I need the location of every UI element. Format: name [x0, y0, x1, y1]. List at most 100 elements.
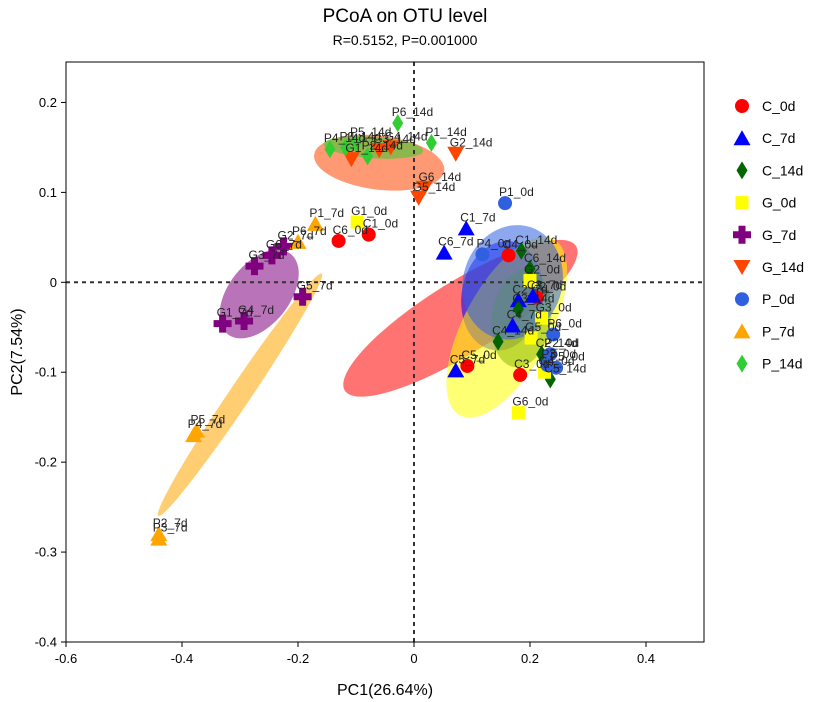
point-p4-14d	[324, 140, 336, 159]
point-label: P4_7d	[188, 417, 223, 431]
point-label: G1_14d	[345, 141, 388, 155]
point-c6-14d	[524, 259, 536, 278]
point-label: P2_7d	[153, 516, 188, 530]
point-label: C3_14d	[512, 291, 554, 305]
point-p3-14d	[340, 138, 352, 157]
point-label: P4_0d	[476, 236, 511, 250]
point-label: G5_7d	[297, 279, 333, 293]
point-c1-14d	[515, 241, 527, 260]
point-g4-14d	[382, 140, 400, 156]
x-tick-label: 0	[410, 651, 417, 666]
point-label: P5_14d	[350, 125, 391, 139]
point-c1-7d	[457, 220, 475, 236]
legend-marker-p-14d	[736, 354, 748, 373]
point-label: C5_14d	[544, 361, 586, 375]
point-c4-7d	[504, 317, 522, 333]
point-label: G6_14d	[418, 170, 461, 184]
point-g5-14d	[410, 190, 428, 206]
point-c6-7d	[435, 244, 453, 260]
point-g5-7d	[293, 287, 312, 306]
point-p1-14d	[425, 133, 437, 152]
point-label: G1_0d	[351, 204, 387, 218]
x-tick-label: 0.4	[637, 651, 655, 666]
point-c3-7d	[524, 287, 542, 303]
y-axis-label: PC2(7.54%)	[9, 308, 26, 395]
point-label: P3_14d	[340, 129, 381, 143]
point-label: G4_14d	[385, 129, 428, 143]
point-c4-0d	[501, 248, 516, 263]
point-label: G3_0d	[536, 300, 572, 314]
y-tick-label: 0.1	[39, 185, 57, 200]
legend-marker-p-0d	[735, 292, 749, 307]
legend-marker-p-7d	[733, 323, 751, 339]
legend-label: G_0d	[762, 195, 796, 211]
chart-subtitle: R=0.5152, P=0.001000	[333, 32, 478, 48]
point-label: C5_7d	[450, 352, 485, 366]
point-g1-14d	[342, 152, 360, 168]
reference-lines	[66, 62, 704, 642]
point-label: C2_14d	[536, 336, 578, 350]
point-p6-7d	[289, 233, 307, 249]
legend-label: C_14d	[762, 162, 803, 178]
point-label: C4_14d	[492, 324, 534, 338]
point-p6-0d	[546, 327, 561, 342]
ellipse-g-7d	[219, 249, 299, 339]
point-g6-0d	[511, 406, 525, 420]
point-g6-14d	[415, 180, 433, 196]
point-label: C2_0d	[531, 280, 566, 294]
ellipse-p-7d	[157, 273, 323, 517]
point-g2-7d	[274, 237, 293, 256]
x-axis-label: PC1(26.64%)	[337, 682, 433, 699]
legend-label: G_7d	[762, 227, 796, 243]
point-label: C6_0d	[333, 223, 368, 237]
point-label: P5_0d	[550, 350, 585, 364]
point-label: C4_7d	[507, 307, 542, 321]
point-p2-0d	[543, 347, 558, 362]
point-p1-7d	[306, 215, 324, 231]
point-label: P6_0d	[547, 316, 582, 330]
point-label: G1_7d	[217, 306, 253, 320]
legend-marker-g-0d	[735, 196, 749, 210]
point-label: C3_7d	[527, 278, 562, 292]
point-c3-0d	[513, 367, 528, 382]
point-label: C4_0d	[503, 237, 538, 251]
point-g6-7d	[262, 246, 281, 265]
chart-title: PCoA on OTU level	[323, 6, 488, 27]
y-tick-label: -0.4	[35, 635, 57, 650]
point-g4-7d	[235, 311, 254, 330]
point-c5-7d	[447, 362, 465, 378]
legend-marker-c-14d	[736, 161, 748, 180]
point-p2-14d	[362, 147, 374, 166]
legend-label: G_14d	[762, 259, 804, 275]
x-tick-label: 0.2	[521, 651, 539, 666]
point-label: G2_14d	[450, 136, 493, 150]
legend: C_0d C_7d C_14d G_0d G_7d G_14d P_0d P_7d P_14d	[733, 98, 804, 373]
point-label: C1_7d	[460, 210, 495, 224]
point-label: C5_0d	[461, 348, 496, 362]
axes: -0.6 -0.4 -0.2 0 0.2 0.40.20.10-0.1-0.2-0.3-0…	[35, 95, 655, 666]
point-label: C1_0d	[363, 217, 398, 231]
point-label: G4_0d	[539, 354, 575, 368]
point-c4-14d	[492, 332, 504, 351]
point-label: P2_14d	[362, 138, 403, 152]
point-label: C1_14d	[515, 233, 557, 247]
point-label: P3_7d	[153, 521, 188, 535]
point-label: P6_7d	[292, 224, 327, 238]
point-p3-7d	[150, 530, 168, 546]
y-tick-label: 0.2	[39, 95, 57, 110]
legend-label: C_0d	[762, 98, 795, 114]
legend-label: C_7d	[762, 130, 795, 146]
y-tick-label: -0.3	[35, 545, 57, 560]
point-label: G5_14d	[413, 180, 456, 194]
x-tick-label: -0.6	[55, 651, 77, 666]
point-label: C6_14d	[524, 251, 566, 265]
point-p4-0d	[475, 247, 490, 262]
x-tick-label: -0.4	[171, 651, 193, 666]
y-tick-label: -0.2	[35, 455, 57, 470]
legend-marker-c-7d	[733, 130, 751, 146]
point-label: G5_0d	[525, 320, 561, 334]
point-label: P4_14d	[324, 131, 365, 145]
y-tick-label: 0	[50, 275, 57, 290]
